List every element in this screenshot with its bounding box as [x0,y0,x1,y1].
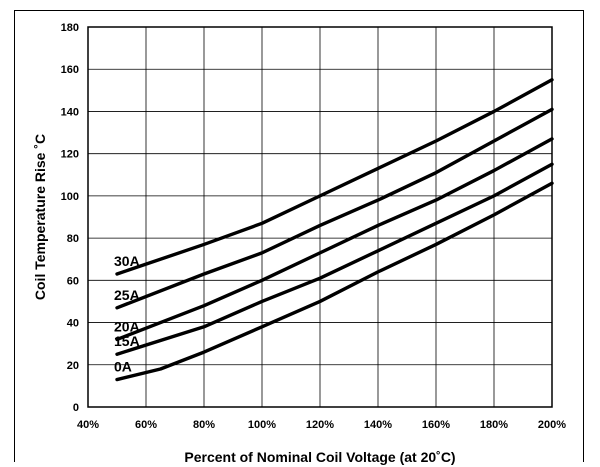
curve-0a [115,181,554,382]
x-tick-label: 160% [422,419,450,431]
y-axis-label: Coil Temperature Rise ˚C [32,134,48,300]
curve-label-15a: 15A [114,333,140,349]
chart-frame [14,10,584,462]
x-tick-label: 60% [135,419,157,431]
curve-label-30a: 30A [114,253,140,269]
curve-20a [115,137,554,342]
curve-label-25a: 25A [114,287,140,303]
curve-15a [115,162,554,356]
x-tick-label: 120% [306,419,334,431]
y-tick-label: 40 [67,318,79,330]
x-tick-label: 140% [364,419,392,431]
x-tick-label: 80% [193,419,215,431]
x-tick-label: 100% [248,419,276,431]
y-tick-label: 160 [61,64,79,76]
curve-30a [115,78,554,276]
x-tick-label: 180% [480,419,508,431]
x-tick-label: 40% [77,419,99,431]
y-tick-label: 0 [73,402,79,414]
y-tick-label: 60 [67,275,79,287]
y-tick-label: 20 [67,360,79,372]
curve-label-0a: 0A [114,359,132,375]
curve-25a [115,107,554,310]
y-tick-label: 80 [67,233,79,245]
plot-border [87,26,553,408]
y-tick-label: 120 [61,149,79,161]
y-tick-label: 140 [61,106,79,118]
x-axis-label: Percent of Nominal Coil Voltage (at 20˚C… [184,449,455,465]
y-tick-label: 180 [61,22,79,34]
y-tick-label: 100 [61,191,79,203]
curve-label-20a: 20A [114,318,140,334]
x-tick-label: 200% [538,419,566,431]
